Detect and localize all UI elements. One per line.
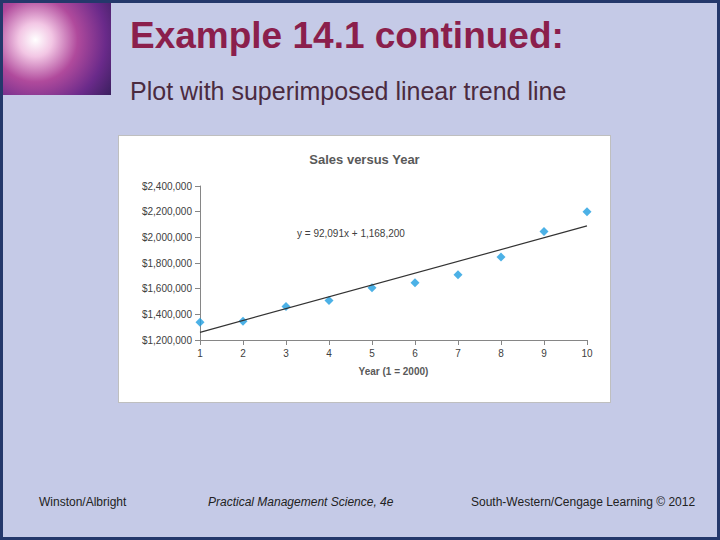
svg-text:2: 2 — [240, 348, 246, 359]
svg-text:Year (1 = 2000): Year (1 = 2000) — [359, 366, 429, 377]
svg-text:$2,400,000: $2,400,000 — [142, 181, 192, 192]
svg-text:8: 8 — [498, 348, 504, 359]
svg-text:$1,600,000: $1,600,000 — [142, 283, 192, 294]
svg-text:$1,800,000: $1,800,000 — [142, 258, 192, 269]
svg-text:$2,200,000: $2,200,000 — [142, 206, 192, 217]
svg-text:$2,000,000: $2,000,000 — [142, 232, 192, 243]
svg-text:10: 10 — [581, 348, 593, 359]
svg-text:$1,200,000: $1,200,000 — [142, 335, 192, 346]
html-text:Example 14.1 continued:: Example 14.1 continued: — [130, 15, 564, 56]
svg-text:1: 1 — [197, 348, 203, 359]
svg-text:9: 9 — [541, 348, 547, 359]
svg-text:Sales versus Year: Sales versus Year — [309, 152, 419, 167]
svg-text:4: 4 — [326, 348, 332, 359]
svg-text:y = 92,091x + 1,168,200: y = 92,091x + 1,168,200 — [297, 228, 405, 239]
html-text:Winston/Albright: Winston/Albright — [39, 495, 127, 509]
svg-text:6: 6 — [412, 348, 418, 359]
svg-text:3: 3 — [283, 348, 289, 359]
svg-text:5: 5 — [369, 348, 375, 359]
html-text:South-Western/Cengage Learning: South-Western/Cengage Learning © 2012 — [471, 495, 696, 509]
svg-text:$1,400,000: $1,400,000 — [142, 309, 192, 320]
svg-text:7: 7 — [455, 348, 461, 359]
html-text:Plot with superimposed linear: Plot with superimposed linear trend line — [130, 77, 567, 105]
html-text:Practical Management Science,: Practical Management Science, 4e — [208, 495, 394, 509]
